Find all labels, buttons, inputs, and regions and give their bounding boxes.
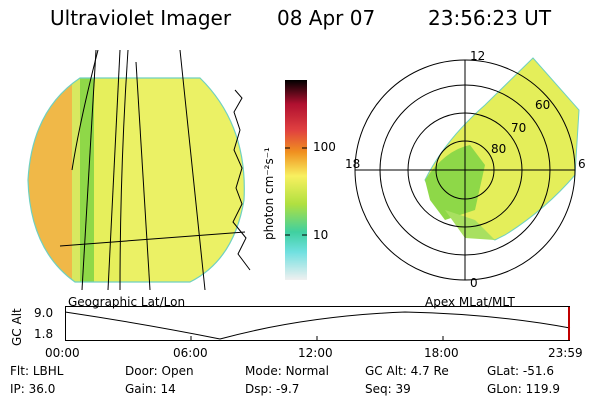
polar-mlt-panel	[354, 57, 580, 281]
polar-grid	[354, 59, 576, 281]
time-tick-2359: 23:59	[548, 346, 583, 360]
date-label: 08 Apr 07	[277, 6, 376, 30]
lat-label-80: 80	[491, 142, 507, 156]
info-mode: Mode: Normal	[245, 364, 329, 378]
geographic-image-panel	[27, 50, 251, 290]
alt-tick-9: 9.0	[34, 306, 54, 320]
info-flt: Flt: LBHL	[10, 364, 64, 378]
altitude-curve	[65, 311, 571, 340]
info-gc-alt: GC Alt: 4.7 Re	[365, 364, 449, 378]
mlt-label-18: 18	[345, 157, 361, 171]
colorbar	[285, 80, 307, 280]
uv-image-geo	[28, 78, 245, 282]
coastline	[232, 89, 251, 271]
colorbar-unit-label: photon cm⁻²s⁻¹	[262, 147, 276, 240]
mlt-label-6: 6	[578, 157, 586, 171]
time-tick-1800: 18:00	[424, 346, 459, 360]
info-door: Door: Open	[125, 364, 194, 378]
uv-image-polar	[424, 57, 580, 241]
time-tick-1200: 12:00	[298, 346, 333, 360]
info-glon: GLon: 119.9	[487, 382, 560, 396]
colorbar-tick-100: 100	[313, 140, 336, 154]
time-tick-0000: 00:00	[45, 346, 80, 360]
info-seq: Seq: 39	[365, 382, 411, 396]
mlt-label-12: 12	[470, 49, 486, 63]
colorbar-tick-10: 10	[313, 228, 329, 242]
lat-label-70: 70	[511, 121, 527, 135]
altitude-axis-label: GC Alt	[10, 308, 24, 346]
latlon-grid	[59, 50, 246, 290]
mlt-label-0: 0	[470, 276, 478, 290]
info-dsp: Dsp: -9.7	[245, 382, 300, 396]
instrument-title: Ultraviolet Imager	[50, 6, 232, 30]
info-gain: Gain: 14	[125, 382, 176, 396]
info-ip: IP: 36.0	[10, 382, 56, 396]
alt-tick-1-8: 1.8	[34, 327, 54, 341]
geo-panel-label: Geographic Lat/Lon	[68, 295, 186, 309]
lat-label-60: 60	[535, 98, 551, 112]
info-glat: GLat: -51.6	[487, 364, 554, 378]
altitude-plot	[65, 306, 571, 341]
time-label: 23:56:23 UT	[428, 6, 552, 30]
time-tick-0600: 06:00	[173, 346, 208, 360]
apex-panel-label: Apex MLat/MLT	[425, 295, 515, 309]
